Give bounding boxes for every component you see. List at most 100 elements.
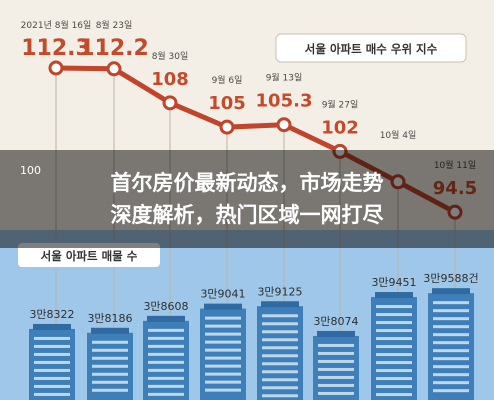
building-body [200,308,246,400]
building-windows [148,360,184,364]
building-roof [33,323,71,330]
point-date-label: 10월 4일 [380,129,417,141]
building-windows [376,345,412,349]
data-point-marker [106,61,122,77]
building-windows [205,324,241,328]
building-windows [92,356,128,360]
building-windows [433,389,469,393]
building-windows [376,385,412,389]
building-windows [148,376,184,380]
building-windows [148,384,184,388]
listings-legend-title: 서울 아파트 매물 수 [41,249,138,263]
building-bar [29,323,75,400]
building-windows [376,305,412,309]
reference-line-label: 100 [20,164,41,177]
building-windows [376,337,412,341]
building-windows [262,322,298,326]
building-windows [433,365,469,369]
building-windows [376,313,412,317]
building-windows [92,364,128,368]
headline-line-1: 首尔房价最新动态，市场走势 [111,171,384,195]
point-value-label: 108 [151,69,189,90]
building-windows [318,391,354,395]
building-windows [318,343,354,347]
building-windows [433,317,469,321]
building-windows [148,336,184,340]
listing-count-label: 3만8322 [29,308,74,321]
building-windows [92,380,128,384]
building-windows [92,388,128,392]
building-windows [433,341,469,345]
building-bar [200,303,246,400]
building-roof [147,315,185,322]
listing-count-label: 3만8186 [87,312,132,325]
building-windows [205,316,241,320]
point-value-label: 112.3 [21,36,91,61]
index-legend: 서울 아파트 매수 우위 지수 [275,33,467,63]
building-windows [262,362,298,366]
point-value-label: 105.3 [256,91,313,112]
point-value-label: 102 [321,117,359,138]
building-windows [433,373,469,377]
building-windows [148,352,184,356]
building-windows [148,368,184,372]
point-value-label: 112.2 [79,36,149,61]
building-windows [34,384,70,388]
point-date-label: 9월 6일 [212,74,243,86]
building-windows [34,376,70,380]
building-windows [34,344,70,348]
building-windows [376,321,412,325]
building-windows [262,370,298,374]
listing-count-label: 3만9041 [200,288,245,301]
building-roof [375,292,413,299]
building-windows [376,329,412,333]
building-roof [317,330,355,337]
building-bar [143,315,189,400]
data-point-labels: 2021년 8월 16일 112.3 8월 23일 112.2 8월 30일 108 9월 … [21,19,478,199]
headline-line-2: 深度解析，热门区域一网打尽 [111,203,385,227]
building-windows [433,301,469,305]
listing-count-label: 3만9125 [257,285,302,298]
listing-buildings [29,288,474,400]
data-point-marker [219,119,235,135]
building-roof [91,327,129,334]
point-date-label: 2021년 8월 16일 [21,19,92,31]
building-windows [205,356,241,360]
building-windows [262,394,298,398]
building-windows [376,353,412,357]
building-windows [433,349,469,353]
index-legend-box [275,33,467,63]
building-windows [34,360,70,364]
point-date-label: 9월 27일 [322,98,359,110]
building-windows [376,377,412,381]
index-legend-title: 서울 아파트 매수 우위 지수 [305,42,438,56]
building-windows [205,340,241,344]
building-windows [318,359,354,363]
building-body [257,306,303,400]
building-windows [92,372,128,376]
building-windows [148,328,184,332]
building-bar [87,327,133,400]
building-bar [428,288,474,400]
listing-count-label: 3만9588건 [423,272,478,285]
building-windows [318,351,354,355]
building-windows [148,344,184,348]
building-windows [205,364,241,368]
point-value-label: 105 [208,93,246,114]
point-date-label: 8월 23일 [96,19,133,31]
building-windows [318,383,354,387]
building-roof [204,303,242,310]
building-windows [262,346,298,350]
building-windows [376,361,412,365]
data-point-marker [162,95,178,111]
building-windows [205,372,241,376]
building-bar [257,301,303,400]
listing-count-label: 3만8608 [143,300,188,313]
building-windows [262,386,298,390]
building-windows [433,333,469,337]
building-windows [148,392,184,396]
building-body [29,328,75,400]
building-windows [376,369,412,373]
building-body [371,297,417,400]
